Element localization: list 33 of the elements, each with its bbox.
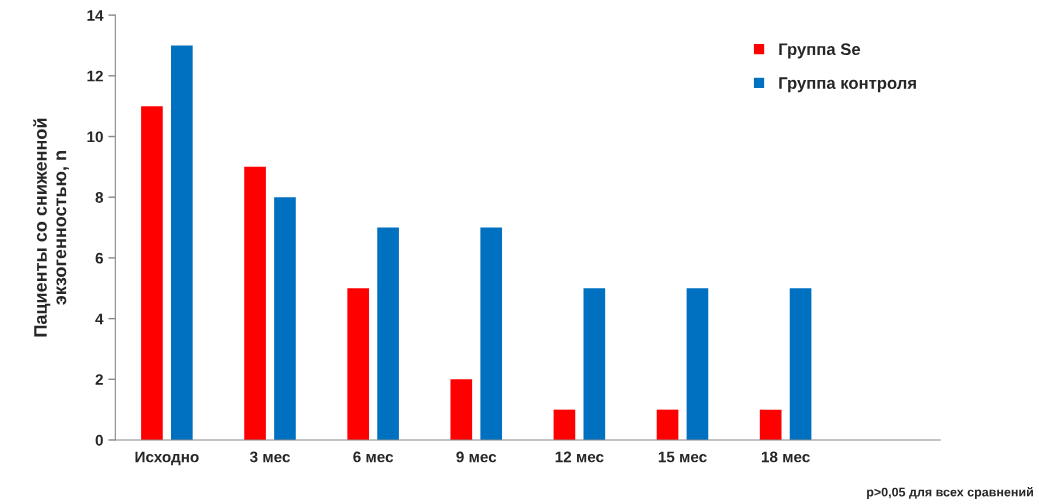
bar	[583, 288, 606, 440]
x-tick-label: 15 мес	[658, 451, 707, 463]
x-tick-label: 12 мес	[555, 451, 604, 463]
bar	[759, 409, 782, 440]
bar	[171, 45, 193, 440]
y-tick-label: 2	[95, 374, 103, 385]
y-tick-label: 14	[87, 10, 104, 21]
bar	[789, 288, 812, 440]
bar	[141, 106, 163, 440]
bar	[553, 409, 576, 440]
bar	[274, 197, 296, 440]
y-axis-title: Пациенты со сниженной экзогенностью, n	[33, 118, 69, 337]
x-tick-label: 18 мес	[761, 451, 810, 463]
bar	[450, 379, 473, 440]
bar	[480, 227, 503, 440]
bar	[244, 166, 266, 440]
y-tick-label: 12	[87, 70, 103, 82]
y-tick-label: 0	[95, 434, 103, 446]
bar	[377, 227, 399, 440]
y-tick-label: 4	[95, 313, 104, 325]
text: p>0,05 для всех сравнений	[867, 487, 1033, 499]
legend-label: Группа контроля	[779, 77, 916, 93]
y-tick-label: 6	[95, 252, 103, 264]
bar	[656, 409, 679, 440]
bar	[347, 288, 370, 440]
y-tick-label: 10	[87, 131, 103, 143]
bar	[686, 288, 709, 440]
x-tick-label: 9 мес	[456, 451, 497, 463]
x-tick-label: 3 мес	[249, 451, 290, 463]
legend-label: Группа Se	[779, 43, 861, 59]
x-tick-label: Исходно	[135, 451, 199, 466]
y-tick-label: 8	[95, 192, 104, 203]
x-tick-label: 6 мес	[353, 451, 394, 463]
